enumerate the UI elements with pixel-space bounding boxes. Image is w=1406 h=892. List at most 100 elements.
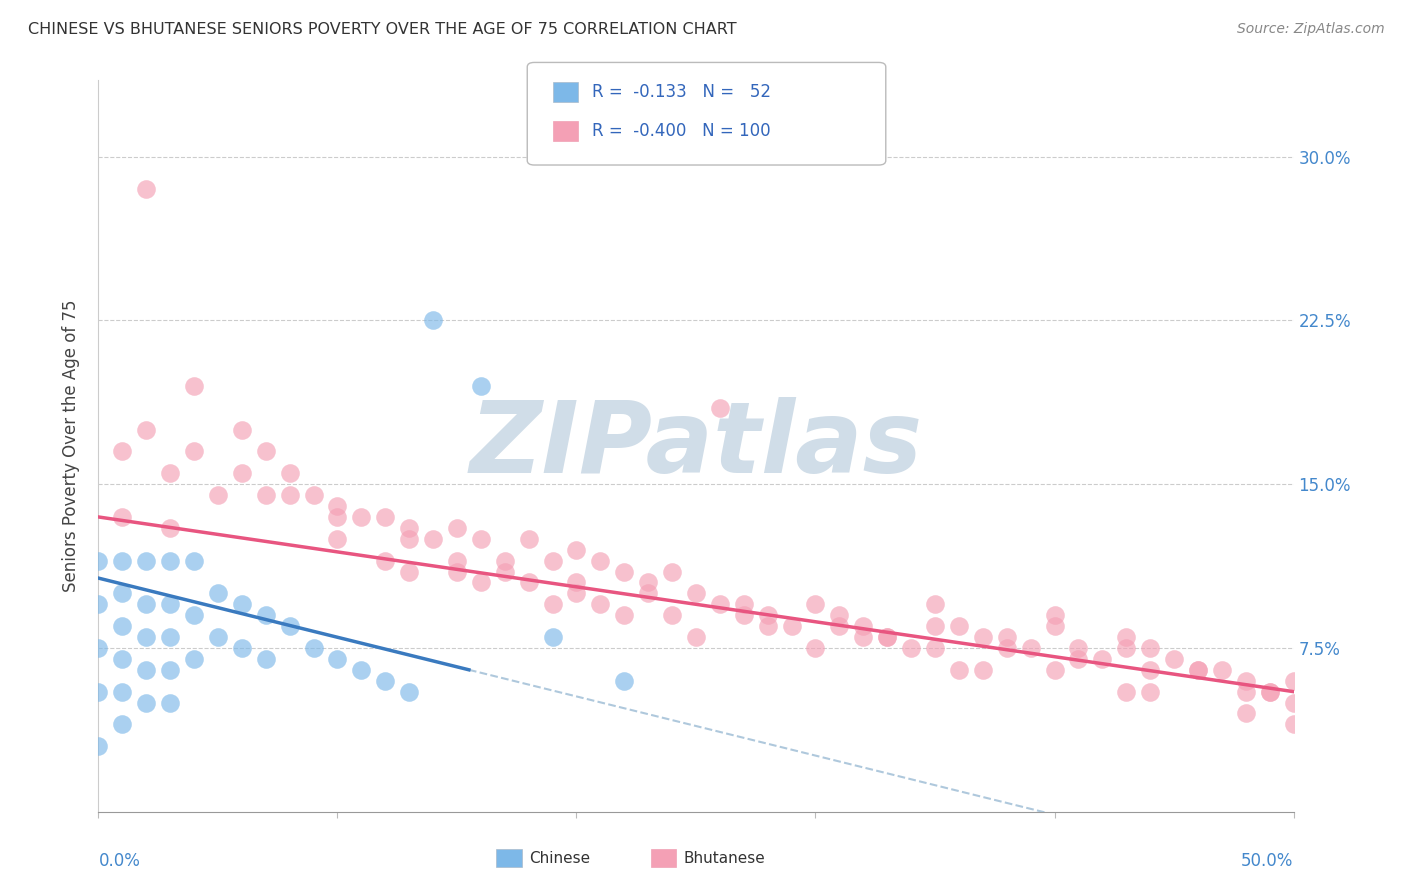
Text: 50.0%: 50.0% bbox=[1241, 852, 1294, 870]
Point bbox=[111, 554, 134, 568]
Point bbox=[972, 630, 994, 644]
Point bbox=[948, 663, 970, 677]
Point bbox=[135, 423, 157, 437]
Point bbox=[111, 684, 134, 698]
Point bbox=[326, 510, 349, 524]
Point bbox=[709, 401, 731, 415]
Point bbox=[111, 510, 134, 524]
Point bbox=[685, 586, 707, 600]
Point bbox=[804, 597, 827, 611]
Point bbox=[422, 313, 444, 327]
Point bbox=[1091, 652, 1114, 666]
Point bbox=[565, 542, 588, 557]
Point bbox=[565, 575, 588, 590]
Point bbox=[159, 554, 181, 568]
Point bbox=[517, 532, 540, 546]
Text: R =  -0.133   N =   52: R = -0.133 N = 52 bbox=[592, 83, 770, 101]
Point bbox=[135, 663, 157, 677]
Point bbox=[183, 554, 205, 568]
Point bbox=[398, 684, 420, 698]
Point bbox=[350, 663, 373, 677]
Point bbox=[517, 575, 540, 590]
Point bbox=[1139, 684, 1161, 698]
Point bbox=[159, 630, 181, 644]
Point bbox=[446, 521, 468, 535]
Point bbox=[972, 663, 994, 677]
Point bbox=[254, 652, 277, 666]
Point bbox=[87, 597, 110, 611]
Point bbox=[924, 619, 946, 633]
Point bbox=[398, 532, 420, 546]
Point bbox=[135, 630, 157, 644]
Point bbox=[135, 597, 157, 611]
Point bbox=[470, 575, 492, 590]
Point bbox=[1211, 663, 1233, 677]
Point bbox=[541, 597, 564, 611]
Point bbox=[87, 684, 110, 698]
Point bbox=[278, 619, 301, 633]
Point bbox=[1282, 673, 1305, 688]
Point bbox=[398, 565, 420, 579]
Point bbox=[159, 597, 181, 611]
Point bbox=[613, 565, 636, 579]
Point bbox=[1019, 640, 1042, 655]
Point bbox=[254, 608, 277, 623]
Text: R =  -0.400   N = 100: R = -0.400 N = 100 bbox=[592, 122, 770, 140]
Point bbox=[374, 510, 396, 524]
Point bbox=[852, 619, 875, 633]
Point bbox=[1115, 684, 1137, 698]
Point bbox=[183, 444, 205, 458]
Point bbox=[350, 510, 373, 524]
Point bbox=[1234, 673, 1257, 688]
Point bbox=[135, 182, 157, 196]
Point bbox=[398, 521, 420, 535]
Point bbox=[231, 423, 253, 437]
Point bbox=[733, 597, 755, 611]
Point bbox=[1043, 619, 1066, 633]
Point bbox=[565, 586, 588, 600]
Point bbox=[278, 488, 301, 502]
Point bbox=[254, 488, 277, 502]
Text: Bhutanese: Bhutanese bbox=[683, 851, 765, 865]
Point bbox=[446, 565, 468, 579]
Point bbox=[183, 379, 205, 393]
Point bbox=[111, 444, 134, 458]
Point bbox=[709, 597, 731, 611]
Point bbox=[876, 630, 898, 644]
Point bbox=[135, 554, 157, 568]
Point bbox=[374, 673, 396, 688]
Point bbox=[1115, 630, 1137, 644]
Point bbox=[135, 696, 157, 710]
Point bbox=[541, 630, 564, 644]
Point bbox=[589, 597, 612, 611]
Point bbox=[494, 554, 516, 568]
Point bbox=[326, 652, 349, 666]
Point bbox=[87, 640, 110, 655]
Text: CHINESE VS BHUTANESE SENIORS POVERTY OVER THE AGE OF 75 CORRELATION CHART: CHINESE VS BHUTANESE SENIORS POVERTY OVE… bbox=[28, 22, 737, 37]
Point bbox=[613, 608, 636, 623]
Point bbox=[1187, 663, 1209, 677]
Point bbox=[374, 554, 396, 568]
Text: ZIPatlas: ZIPatlas bbox=[470, 398, 922, 494]
Point bbox=[685, 630, 707, 644]
Point bbox=[1258, 684, 1281, 698]
Point bbox=[111, 619, 134, 633]
Point bbox=[733, 608, 755, 623]
Point bbox=[470, 532, 492, 546]
Point bbox=[589, 554, 612, 568]
Point bbox=[1139, 663, 1161, 677]
Point bbox=[780, 619, 803, 633]
Point bbox=[613, 673, 636, 688]
Point bbox=[326, 499, 349, 513]
Point bbox=[159, 521, 181, 535]
Point bbox=[1234, 706, 1257, 721]
Point bbox=[111, 717, 134, 731]
Point bbox=[470, 379, 492, 393]
Point bbox=[1067, 640, 1090, 655]
Point bbox=[995, 630, 1018, 644]
Point bbox=[828, 608, 851, 623]
Point bbox=[302, 488, 325, 502]
Point bbox=[900, 640, 922, 655]
Point bbox=[924, 640, 946, 655]
Point bbox=[1115, 640, 1137, 655]
